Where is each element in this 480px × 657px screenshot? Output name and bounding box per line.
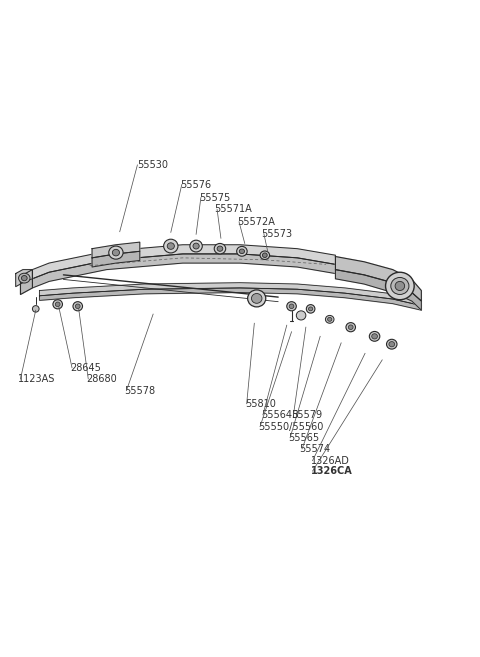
Text: 55579: 55579	[291, 410, 323, 420]
Text: 55575: 55575	[199, 193, 231, 202]
Ellipse shape	[217, 246, 223, 251]
Text: 1326CA: 1326CA	[311, 466, 352, 476]
Ellipse shape	[391, 277, 409, 294]
Text: 55573: 55573	[262, 229, 293, 238]
Ellipse shape	[325, 315, 334, 323]
Polygon shape	[92, 251, 140, 267]
Ellipse shape	[369, 331, 380, 341]
Ellipse shape	[55, 302, 60, 307]
Ellipse shape	[386, 339, 397, 349]
Text: 1123AS: 1123AS	[18, 374, 56, 384]
Polygon shape	[21, 269, 33, 294]
Ellipse shape	[109, 246, 123, 259]
Text: 55574: 55574	[300, 444, 331, 454]
Text: 55571A: 55571A	[214, 204, 252, 214]
Polygon shape	[92, 242, 140, 258]
Ellipse shape	[33, 306, 39, 312]
Text: 55565: 55565	[288, 433, 319, 443]
Polygon shape	[16, 269, 33, 286]
Polygon shape	[33, 245, 336, 279]
Polygon shape	[336, 269, 421, 310]
Text: 1326AD: 1326AD	[311, 456, 349, 466]
Ellipse shape	[289, 304, 294, 309]
Ellipse shape	[190, 240, 202, 252]
Text: 55530: 55530	[137, 160, 168, 170]
Text: 55576: 55576	[180, 179, 212, 190]
Ellipse shape	[164, 239, 178, 253]
Text: 28680: 28680	[86, 374, 117, 384]
Ellipse shape	[19, 273, 30, 283]
Ellipse shape	[214, 244, 226, 254]
Ellipse shape	[287, 302, 296, 311]
Ellipse shape	[73, 302, 83, 311]
Ellipse shape	[395, 281, 405, 290]
Polygon shape	[33, 254, 336, 288]
Text: 28645: 28645	[71, 363, 101, 373]
Text: 55564B: 55564B	[262, 410, 299, 420]
Ellipse shape	[263, 253, 267, 258]
Polygon shape	[39, 288, 421, 310]
Ellipse shape	[248, 290, 266, 307]
Ellipse shape	[296, 311, 306, 320]
Ellipse shape	[112, 250, 120, 256]
Ellipse shape	[53, 300, 62, 309]
Ellipse shape	[327, 317, 332, 321]
Ellipse shape	[22, 275, 27, 281]
Ellipse shape	[240, 249, 244, 254]
Text: 55572A: 55572A	[238, 217, 276, 227]
Ellipse shape	[260, 251, 270, 260]
Ellipse shape	[372, 334, 377, 339]
Ellipse shape	[193, 243, 199, 249]
Ellipse shape	[309, 307, 313, 311]
Text: 55578: 55578	[124, 386, 156, 396]
Polygon shape	[39, 283, 421, 306]
Ellipse shape	[385, 272, 414, 300]
Ellipse shape	[237, 246, 247, 256]
Ellipse shape	[348, 325, 353, 329]
Ellipse shape	[389, 342, 395, 347]
Ellipse shape	[167, 243, 174, 250]
Ellipse shape	[306, 305, 315, 313]
Ellipse shape	[252, 294, 262, 304]
Ellipse shape	[346, 323, 356, 332]
Polygon shape	[336, 256, 421, 301]
Ellipse shape	[75, 304, 80, 309]
Text: 55810: 55810	[245, 399, 276, 409]
Text: 55550/55560: 55550/55560	[258, 422, 324, 432]
